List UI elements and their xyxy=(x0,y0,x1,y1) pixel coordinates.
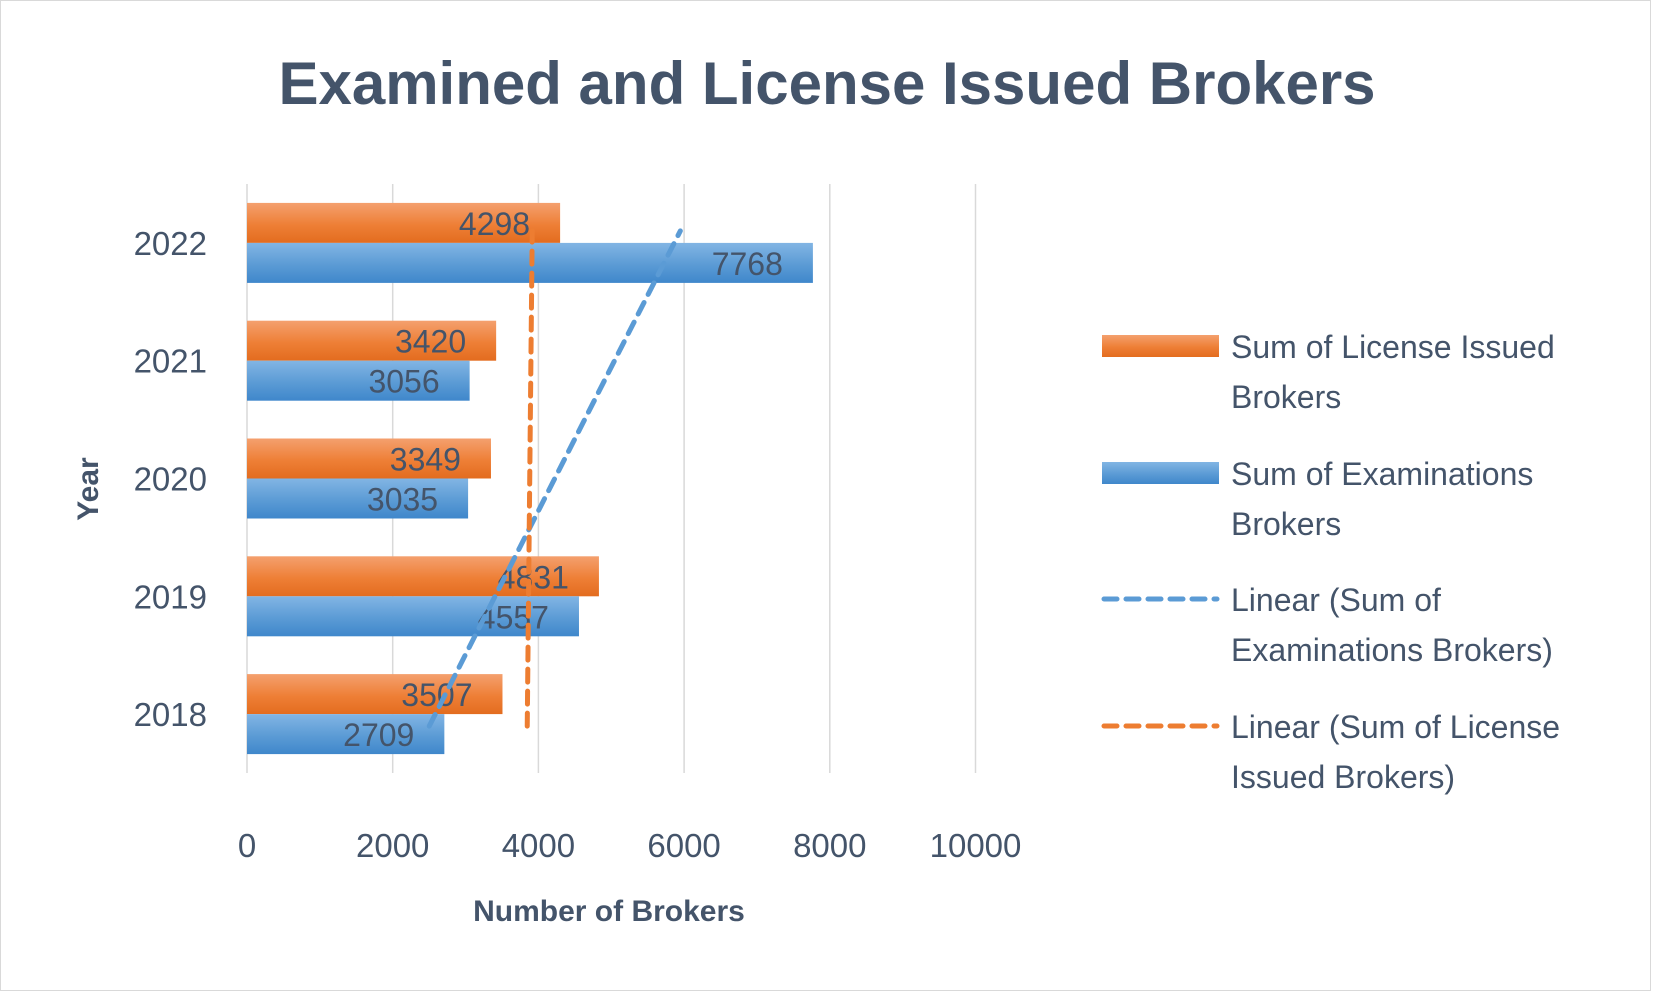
legend-label-0-line-0: Sum of License Issued xyxy=(1231,329,1555,365)
data-label-2020-series-1: 3035 xyxy=(367,482,438,518)
legend-swatch-0 xyxy=(1102,335,1219,357)
bar-2022-series-0 xyxy=(247,202,561,243)
y-axis-ticks: 2018 2019 2020 2021 2022 xyxy=(134,225,207,733)
y-axis-title: Year xyxy=(72,457,105,521)
legend-label-1-line-1: Brokers xyxy=(1231,506,1341,542)
x-tick-10000: 10000 xyxy=(930,827,1022,864)
y-tick-2018: 2018 xyxy=(134,696,207,733)
data-label-2021-series-0: 3420 xyxy=(395,324,466,360)
x-tick-6000: 6000 xyxy=(647,827,720,864)
legend-label-2-line-0: Linear (Sum of xyxy=(1231,582,1441,618)
data-label-2022-series-0: 4298 xyxy=(459,206,530,242)
data-label-2018-series-1: 2709 xyxy=(343,717,414,753)
data-label-2018-series-0: 3507 xyxy=(401,677,472,713)
bar-2021-series-1 xyxy=(247,360,470,401)
trendlines xyxy=(426,228,683,729)
legend-swatch-1 xyxy=(1102,462,1219,484)
bar-2019-series-0 xyxy=(247,556,599,597)
x-tick-8000: 8000 xyxy=(793,827,866,864)
y-tick-2021: 2021 xyxy=(134,343,207,380)
y-tick-2022: 2022 xyxy=(134,225,207,262)
bar-2021-series-0 xyxy=(247,320,497,361)
y-tick-2020: 2020 xyxy=(134,461,207,498)
bars xyxy=(247,202,813,755)
x-tick-2000: 2000 xyxy=(356,827,429,864)
x-tick-0: 0 xyxy=(238,827,256,864)
chart-title: Examined and License Issued Brokers xyxy=(278,50,1375,117)
x-tick-4000: 4000 xyxy=(502,827,575,864)
bar-2018-series-0 xyxy=(247,674,503,715)
legend-label-3-line-1: Issued Brokers) xyxy=(1231,759,1455,795)
data-label-2022-series-1: 7768 xyxy=(712,246,783,282)
legend: Sum of License Issued Brokers Sum of Exami… xyxy=(1101,329,1560,795)
trendline-0 xyxy=(426,228,683,729)
legend-label-3-line-0: Linear (Sum of License xyxy=(1231,709,1560,745)
y-tick-2019: 2019 xyxy=(134,578,207,615)
legend-label-2-line-1: Examinations Brokers) xyxy=(1231,632,1553,668)
trendline-1 xyxy=(524,228,535,729)
bar-2020-series-1 xyxy=(247,478,469,519)
x-axis-title: Number of Brokers xyxy=(473,895,745,928)
data-label-2020-series-0: 3349 xyxy=(390,442,461,478)
legend-label-1-line-0: Sum of Examinations xyxy=(1231,456,1533,492)
data-label-2021-series-1: 3056 xyxy=(368,364,439,400)
bar-2019-series-1 xyxy=(247,596,579,637)
bar-2018-series-1 xyxy=(247,714,445,755)
x-axis-ticks: 0 2000 4000 6000 8000 10000 xyxy=(238,827,1022,864)
bar-2020-series-0 xyxy=(247,438,491,479)
legend-label-0-line-1: Brokers xyxy=(1231,379,1341,415)
